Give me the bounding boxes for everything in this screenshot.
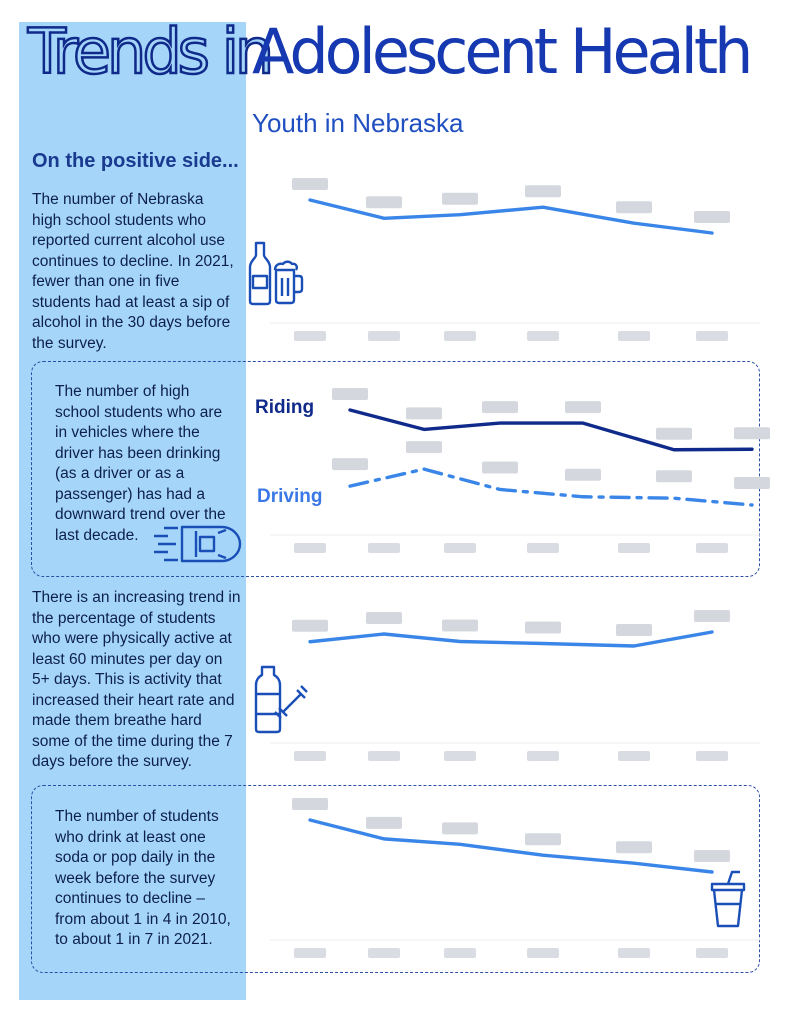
water-bottle-dumbbell-icon [254, 665, 308, 734]
chart-4-series-1-line [308, 818, 714, 874]
chart-2-x-tick-1 [294, 543, 326, 553]
sidebar-panel [19, 22, 246, 1000]
chart-2-series-2-label-6 [734, 477, 770, 489]
chart-1-x-tick-1 [294, 331, 326, 341]
chart-1-x-tick-2 [368, 331, 400, 341]
chart-4-series-1-label-6 [694, 850, 730, 862]
chart-1-series-1-line [308, 198, 714, 235]
chart-3-x-tick-4 [527, 751, 559, 761]
chart-2-x-tick-5 [618, 543, 650, 553]
chart-2-series-2-label-3 [482, 461, 518, 474]
chart-2-series-1-label-2 [406, 407, 442, 420]
chart-1-series-1-label-4 [525, 185, 561, 198]
chart-2-series-2-label-2 [406, 441, 442, 454]
soda-box [31, 785, 760, 973]
chart-2-x-tick-3 [444, 543, 476, 553]
chart-2-x-tick-2 [368, 543, 400, 553]
chart-1-x-tick-5 [618, 331, 650, 341]
chart-2-x-tick-6 [696, 543, 728, 553]
beer-bottle-mug-icon [248, 241, 304, 306]
chart-4-x-tick-4 [527, 948, 559, 958]
speeding-car-icon [154, 525, 242, 563]
chart-2-x-tick-4 [527, 543, 559, 553]
chart-2-series-2-label-4 [565, 468, 601, 481]
chart-3-series-1-label-2 [366, 612, 402, 624]
chart-3-x-tick-1 [294, 751, 326, 761]
alcohol-paragraph: The number of Nebraska high school stude… [32, 191, 234, 352]
chart-1-series-1-label-2 [366, 196, 402, 209]
physical-activity-paragraph: There is an increasing trend in the perc… [32, 589, 241, 770]
chart-3-series-1-label-1 [292, 619, 328, 632]
drinking-driver-box [31, 361, 760, 577]
drinking-driver-paragraph: The number of high school students who a… [55, 383, 226, 544]
page-subtitle: Youth in Nebraska [252, 108, 464, 138]
chart-3-x-tick-6 [696, 751, 728, 761]
chart-3-series-1-label-6 [694, 610, 730, 622]
chart-3-series-1-label-5 [616, 624, 652, 636]
page-title-part2: Adolescent Health [252, 15, 753, 88]
chart-4-series-1-label-1 [292, 798, 328, 810]
chart-2-series-1-label-5 [656, 427, 692, 440]
chart-4-series-1-label-4 [525, 833, 561, 846]
chart-4-x-tick-2 [368, 948, 400, 958]
chart-2-series-2-label-1 [332, 458, 368, 471]
chart-2-series-1-label-4 [565, 401, 601, 414]
chart-3-x-tick-5 [618, 751, 650, 761]
chart-4-x-tick-6 [696, 948, 728, 958]
chart-2-series-2-label-5 [656, 470, 692, 483]
chart-2-series-1-label-1 [332, 388, 368, 400]
soda-paragraph: The number of students who drink at leas… [55, 808, 231, 948]
series-label-riding: Riding [255, 397, 315, 418]
chart-3-series-1-label-4 [525, 621, 561, 634]
chart-1-series-1-label-6 [694, 211, 730, 223]
chart-1-series-1-label-3 [442, 192, 478, 205]
series-label-driving: Driving [257, 486, 323, 507]
chart-3-x-tick-2 [368, 751, 400, 761]
section-heading: On the positive side... [32, 150, 239, 172]
chart-2-series-2-line [348, 467, 754, 507]
page-title-part1: Trends in [27, 15, 276, 88]
chart-1-x-tick-4 [527, 331, 559, 341]
chart-2-series-1-label-3 [482, 401, 518, 414]
chart-4-series-1-label-5 [616, 841, 652, 854]
chart-3-x-tick-3 [444, 751, 476, 761]
chart-4-series-1-label-2 [366, 816, 402, 829]
chart-1-x-tick-6 [696, 331, 728, 341]
chart-1-x-tick-3 [444, 331, 476, 341]
soda-cup-icon [710, 870, 746, 928]
chart-2-series-1-label-6 [734, 427, 770, 440]
chart-1-series-1-label-5 [616, 201, 652, 214]
chart-3-series-1-label-3 [442, 619, 478, 632]
chart-4-series-1-label-3 [442, 822, 478, 835]
chart-4-x-tick-5 [618, 948, 650, 958]
chart-4-x-tick-3 [444, 948, 476, 958]
chart-3-series-1-line [308, 630, 714, 648]
chart-4-x-tick-1 [294, 948, 326, 958]
chart-1-series-1-label-1 [292, 178, 328, 190]
chart-2-series-1-line [348, 408, 754, 452]
